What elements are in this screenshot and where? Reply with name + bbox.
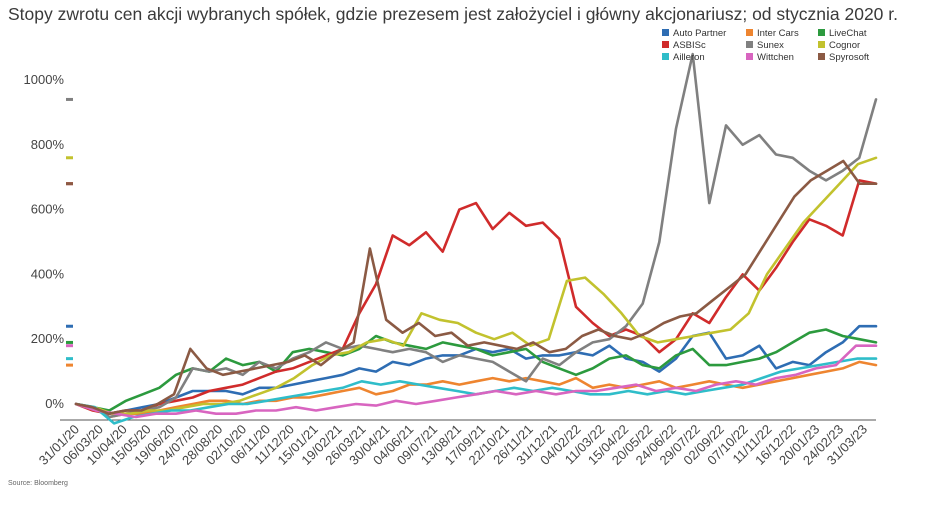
series-end-marker bbox=[66, 182, 73, 186]
legend-label: Inter Cars bbox=[757, 28, 799, 39]
series-line bbox=[74, 52, 878, 419]
series-end-marker bbox=[66, 363, 73, 367]
series-end-marker bbox=[66, 156, 73, 160]
y-tick-label: 1000% bbox=[24, 72, 65, 87]
series-end-marker bbox=[66, 324, 73, 328]
series-line bbox=[74, 159, 878, 416]
legend-label: ASBISc bbox=[673, 40, 706, 51]
legend-label: Wittchen bbox=[757, 52, 794, 63]
legend-label: Cognor bbox=[829, 40, 860, 51]
legend-label: LiveChat bbox=[829, 28, 867, 39]
legend-label: Auto Partner bbox=[673, 28, 726, 39]
legend-swatch bbox=[818, 29, 825, 36]
chart-title: Stopy zwrotu cen akcji wybranych spółek,… bbox=[8, 4, 898, 24]
series-line bbox=[74, 156, 878, 416]
legend-swatch bbox=[746, 41, 753, 48]
y-tick-label: 800% bbox=[31, 137, 65, 152]
legend-swatch bbox=[662, 29, 669, 36]
y-tick-label: 0% bbox=[45, 396, 64, 411]
series-line bbox=[74, 360, 878, 419]
legend-swatch bbox=[818, 41, 825, 48]
y-tick-label: 600% bbox=[31, 202, 65, 217]
series-end-marker bbox=[66, 344, 73, 348]
legend-swatch bbox=[746, 53, 753, 60]
legend-label: Sunex bbox=[757, 40, 784, 51]
legend-label: Spyrosoft bbox=[829, 52, 869, 63]
series-end-marker bbox=[66, 357, 73, 361]
y-tick-label: 400% bbox=[31, 266, 65, 281]
series-line bbox=[74, 179, 878, 416]
legend-swatch bbox=[662, 53, 669, 60]
legend-swatch bbox=[818, 53, 825, 60]
legend-label: Ailleron bbox=[673, 52, 705, 63]
y-tick-label: 200% bbox=[31, 331, 65, 346]
series-line bbox=[74, 344, 878, 419]
source-note: Source: Bloomberg bbox=[8, 480, 68, 487]
series-end-marker bbox=[66, 340, 73, 344]
series-end-marker bbox=[66, 97, 73, 101]
legend-swatch bbox=[662, 41, 669, 48]
legend-swatch bbox=[746, 29, 753, 36]
